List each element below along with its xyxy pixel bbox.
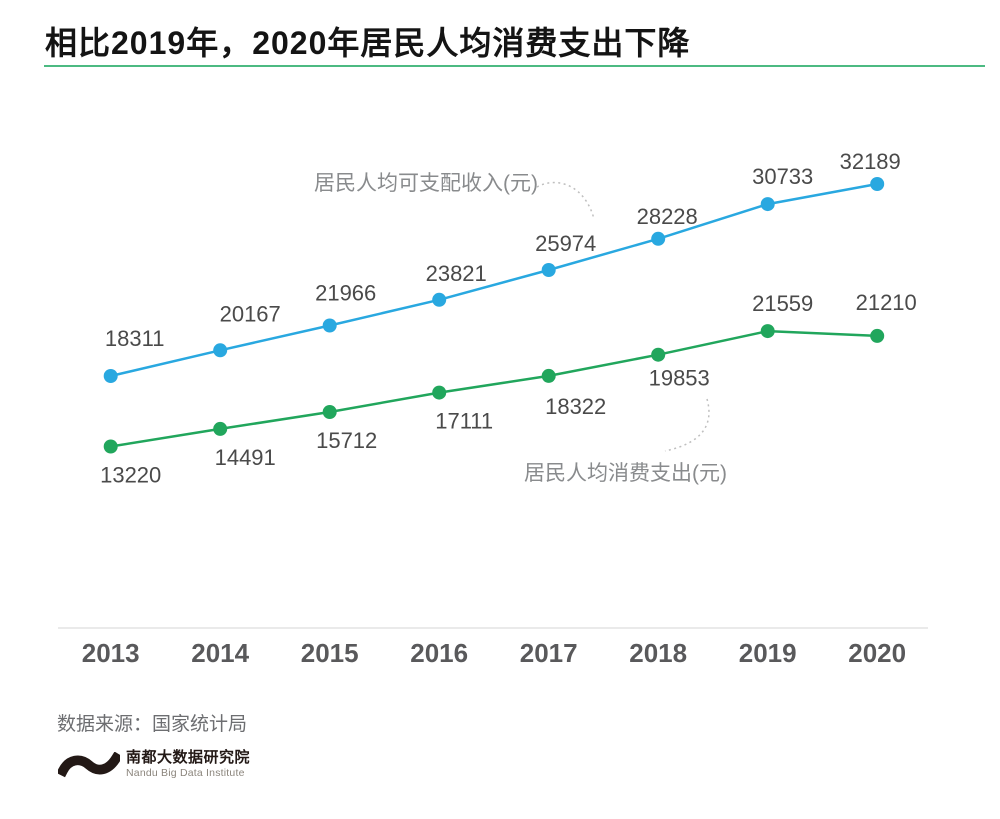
x-axis-label-2018: 2018 (629, 638, 687, 668)
expenditure-value-label-2015: 15712 (316, 428, 377, 453)
x-axis-label-2013: 2013 (82, 638, 140, 668)
expenditure-value-label-2018: 19853 (649, 366, 710, 391)
source-note: 数据来源：国家统计局 (57, 714, 248, 735)
x-axis-label-2016: 2016 (410, 638, 468, 668)
expenditure-point-2017 (541, 368, 556, 383)
income-point-2017 (541, 263, 556, 277)
expenditure-series: 13220 14491 15712 17111 18322 19853 21559 21210 (100, 290, 917, 488)
income-value-label-2017: 25974 (535, 231, 596, 256)
x-axis-labels: 2013 2014 2015 2016 2017 2018 2019 2020 (82, 638, 906, 668)
title-underline (44, 65, 985, 67)
expenditure-value-label-2016: 17111 (435, 409, 493, 434)
expenditure-point-2019 (760, 324, 775, 339)
income-callout-line (536, 181, 595, 220)
x-axis-label-2015: 2015 (301, 638, 359, 668)
page-title: 相比2019年，2020年居民人均消费支出下降 (45, 25, 691, 61)
income-series: 18311 20167 21966 23821 25974 28228 30733 32189 (103, 149, 901, 383)
income-value-label-2013: 18311 (105, 326, 165, 351)
footer-logo: 南都大数据研究院 Nandu Big Data Institute (58, 750, 250, 779)
expenditure-point-2020 (870, 328, 885, 343)
income-line (110, 182, 878, 378)
income-value-label-2014: 20167 (220, 301, 281, 326)
series-layer: 18311 20167 21966 23821 25974 28228 30733 32189… (100, 149, 917, 488)
expenditure-value-label-2014: 14491 (215, 445, 276, 470)
expenditure-point-2015 (322, 405, 337, 419)
income-point-2015 (322, 318, 337, 333)
income-value-label-2016: 23821 (426, 261, 487, 286)
expenditure-value-label-2013: 13220 (100, 463, 161, 488)
logo-name-en: Nandu Big Data Institute (126, 767, 245, 779)
logo-text: 南都大数据研究院 Nandu Big Data Institute (126, 749, 251, 780)
expenditure-point-2013 (103, 439, 118, 454)
expenditure-value-label-2017: 18322 (545, 394, 606, 419)
income-value-label-2019: 30733 (752, 164, 813, 189)
expenditure-point-2014 (213, 421, 228, 436)
expenditure-point-2018 (651, 347, 666, 362)
x-axis-label-2017: 2017 (520, 638, 578, 668)
expenditure-point-2016 (432, 385, 447, 400)
logo-name-cn: 南都大数据研究院 (126, 749, 251, 766)
income-point-2016 (432, 292, 447, 307)
income-value-label-2020: 32189 (840, 149, 901, 174)
income-point-2020 (870, 177, 885, 191)
logo-wave-icon (58, 751, 120, 777)
expenditure-callout-line (664, 398, 710, 452)
expenditure-value-label-2020: 21210 (856, 290, 917, 315)
income-point-2013 (103, 369, 118, 383)
income-point-2019 (760, 197, 775, 212)
income-value-label-2018: 28228 (637, 204, 698, 229)
x-axis-label-2019: 2019 (739, 638, 797, 668)
series-label-expenditure: 居民人均消费支出(元) (524, 462, 727, 485)
income-point-2014 (213, 343, 228, 358)
income-point-2018 (651, 231, 666, 246)
expenditure-value-label-2019: 21559 (752, 291, 813, 316)
x-axis-label-2020: 2020 (848, 638, 906, 668)
expenditure-line (110, 329, 878, 448)
line-chart: 18311 20167 21966 23821 25974 28228 30733 32189… (58, 149, 928, 668)
income-value-label-2015: 21966 (315, 281, 376, 306)
series-label-income: 居民人均可支配收入(元) (314, 172, 538, 195)
x-axis-label-2014: 2014 (191, 638, 249, 668)
